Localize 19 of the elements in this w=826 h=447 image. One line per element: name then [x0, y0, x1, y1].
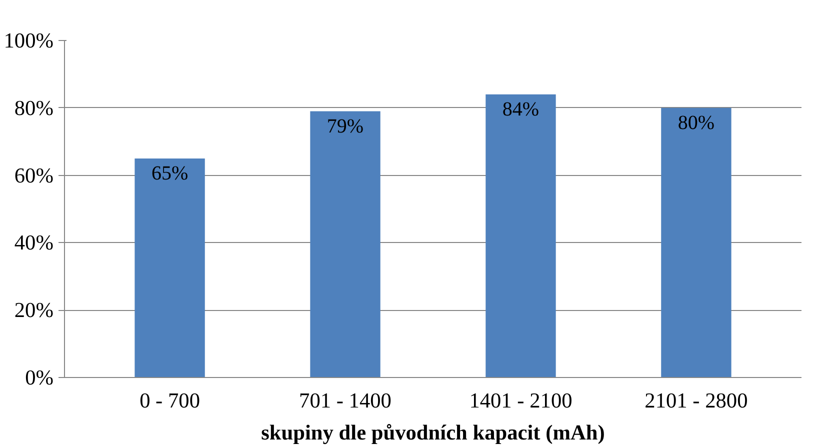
- bar: [661, 108, 732, 378]
- y-tick-label: 100%: [4, 28, 54, 52]
- x-tick-label: 701 - 1400: [299, 388, 392, 412]
- bar: [134, 158, 205, 378]
- x-tick-label: 1401 - 2100: [469, 388, 572, 412]
- y-tick-label: 80%: [14, 96, 54, 120]
- data-label: 79%: [326, 115, 364, 138]
- data-label: 65%: [151, 162, 188, 184]
- bar: [486, 94, 556, 378]
- y-tick-label: 0%: [25, 366, 54, 390]
- y-tick-label: 20%: [14, 298, 54, 322]
- data-label: 80%: [678, 112, 715, 134]
- y-tick-label: 40%: [14, 230, 54, 255]
- bar: [310, 111, 380, 378]
- x-tick-label: 0 - 700: [140, 388, 200, 412]
- data-label: 84%: [502, 98, 540, 120]
- x-tick-label: 2101 - 2800: [644, 388, 748, 412]
- y-tick-label: 60%: [14, 163, 54, 188]
- x-axis-title: skupiny dle původních kapacit (mAh): [261, 420, 605, 444]
